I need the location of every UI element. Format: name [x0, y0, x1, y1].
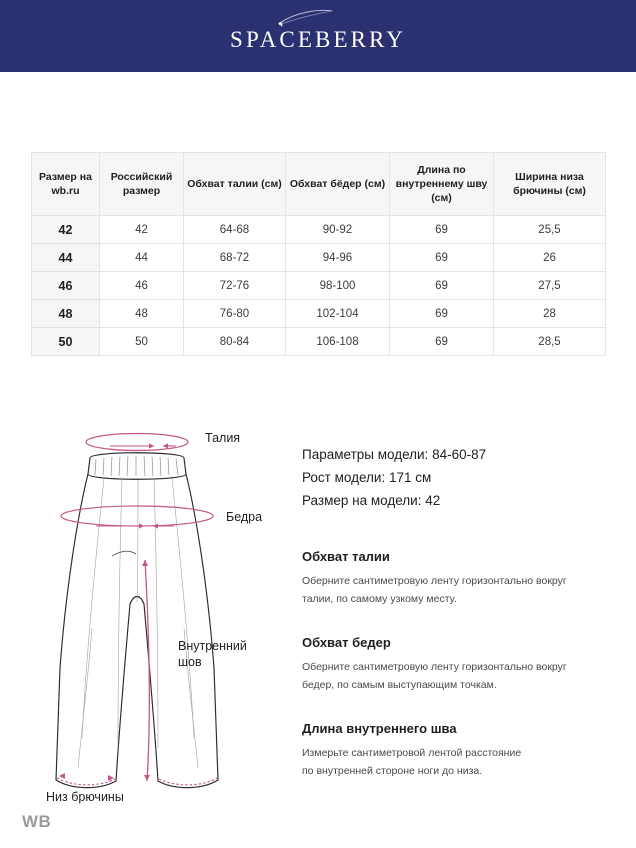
table-row: 42 42 64-68 90-92 69 25,5: [31, 215, 606, 244]
brand-logo: SPACEBERRY: [230, 9, 406, 52]
cell-hips: 106-108: [285, 327, 390, 356]
model-size: Размер на модели: 42: [302, 493, 441, 509]
cell-waist: 80-84: [183, 327, 286, 356]
cell-hem-width: 28: [493, 299, 606, 328]
cell-inseam: 69: [389, 299, 494, 328]
howto-title-hips: Обхват бедер: [302, 634, 391, 650]
cell-russian-size: 42: [99, 215, 184, 244]
table-row: 48 48 76-80 102-104 69 28: [31, 299, 606, 328]
howto-title-inseam: Длина внутреннего шва: [302, 720, 457, 736]
diagram-label-hips: Бедра: [226, 510, 263, 524]
howto-hips: Обхват бедер Оберните сантиметровую лент…: [302, 635, 602, 694]
cell-inseam: 69: [389, 243, 494, 272]
cell-hips: 90-92: [285, 215, 390, 244]
cell-wb-size: 46: [31, 271, 100, 300]
cell-hips: 98-100: [285, 271, 390, 300]
cell-wb-size: 42: [31, 215, 100, 244]
cell-russian-size: 46: [99, 271, 184, 300]
howto-waist: Обхват талии Оберните сантиметровую лент…: [302, 549, 602, 608]
column-header-hem-width: Ширина низа брючины (см): [493, 152, 606, 216]
column-header-hips: Обхват бёдер (см): [285, 152, 390, 216]
brand-name: SPACEBERRY: [230, 26, 406, 52]
table-header-row: Размер на wb.ru Российский размер Обхват…: [31, 152, 606, 216]
model-measurements: Параметры модели: 84-60-87: [302, 447, 487, 462]
cell-hem-width: 26: [493, 243, 606, 272]
column-header-russian-size: Российский размер: [99, 152, 184, 216]
howto-text-inseam: Измерьте сантиметровой лентой расстояние…: [302, 746, 522, 777]
model-height: Рост модели: 171 см: [302, 470, 432, 486]
cell-waist: 72-76: [183, 271, 286, 300]
size-chart-table: Размер на wb.ru Российский размер Обхват…: [31, 152, 606, 356]
brand-header: SPACEBERRY: [0, 0, 636, 72]
cell-inseam: 69: [389, 271, 494, 300]
table-row: 46 46 72-76 98-100 69 27,5: [31, 271, 606, 300]
cell-hem-width: 27,5: [493, 271, 606, 300]
cell-hem-width: 25,5: [493, 215, 606, 244]
pants-sketch-icon: [55, 432, 219, 789]
diagram-label-inseam: Внутренний шов: [178, 639, 247, 669]
measurement-info-column: Параметры модели: 84-60-87 Рост модели: …: [302, 443, 602, 780]
howto-text-waist: Оберните сантиметровую ленту горизонталь…: [302, 574, 567, 605]
column-header-waist: Обхват талии (см): [183, 152, 286, 216]
cell-wb-size: 48: [31, 299, 100, 328]
column-header-inseam: Длина по внутреннему шву (см): [389, 152, 494, 216]
cell-waist: 76-80: [183, 299, 286, 328]
cell-wb-size: 44: [31, 243, 100, 272]
cell-hem-width: 28,5: [493, 327, 606, 356]
cell-waist: 64-68: [183, 215, 286, 244]
diagram-label-waist: Талия: [205, 431, 241, 445]
cell-wb-size: 50: [31, 327, 100, 356]
cell-russian-size: 48: [99, 299, 184, 328]
howto-inseam: Длина внутреннего шва Измерьте сантиметр…: [302, 721, 602, 780]
cell-russian-size: 50: [99, 327, 184, 356]
pants-measurement-diagram: [26, 418, 296, 808]
cell-hips: 94-96: [285, 243, 390, 272]
table-row: 50 50 80-84 106-108 69 28,5: [31, 327, 606, 356]
howto-title-waist: Обхват талии: [302, 548, 390, 564]
cell-inseam: 69: [389, 215, 494, 244]
cell-russian-size: 44: [99, 243, 184, 272]
marketplace-logo: WB: [22, 812, 52, 831]
table-row: 44 44 68-72 94-96 69 26: [31, 243, 606, 272]
column-header-wb-size: Размер на wb.ru: [31, 152, 100, 216]
howto-text-hips: Оберните сантиметровую ленту горизонталь…: [302, 660, 567, 691]
cell-inseam: 69: [389, 327, 494, 356]
cell-hips: 102-104: [285, 299, 390, 328]
diagram-label-hem: Низ брючины: [46, 790, 124, 804]
cell-waist: 68-72: [183, 243, 286, 272]
